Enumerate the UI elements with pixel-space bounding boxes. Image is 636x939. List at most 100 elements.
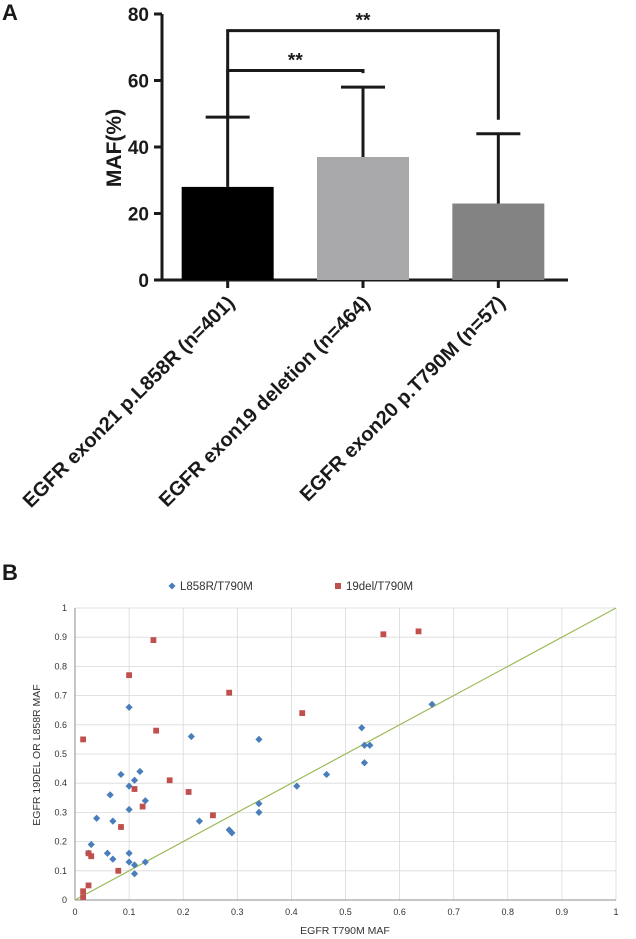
bar-chart-y-axis-label: MAF(%) bbox=[103, 109, 126, 187]
scatter-point-diamond bbox=[187, 732, 195, 741]
scatter-point-square bbox=[85, 882, 92, 889]
scatter-point-diamond bbox=[109, 855, 117, 863]
scatter-point-diamond bbox=[130, 870, 139, 878]
panel-b-label: B bbox=[2, 560, 18, 585]
scatter-point-square bbox=[299, 710, 306, 717]
scatter-point-diamond bbox=[195, 817, 204, 825]
scatter-y-tick-label: 0.1 bbox=[54, 866, 67, 876]
bar bbox=[181, 186, 274, 280]
bar-chart-y-tick-label: 80 bbox=[128, 5, 149, 26]
scatter-point-square bbox=[153, 727, 160, 734]
scatter-y-tick-label: 0.9 bbox=[54, 632, 67, 642]
scatter-x-tick-label: 0.4 bbox=[285, 907, 298, 917]
scatter-x-tick-label: 0.8 bbox=[502, 907, 515, 917]
scatter-point-square bbox=[88, 853, 95, 860]
scatter-point-diamond bbox=[106, 791, 114, 799]
scatter-point-diamond bbox=[125, 703, 133, 711]
scatter-point-square bbox=[80, 894, 87, 900]
scatter-point-square bbox=[139, 803, 146, 810]
scatter-y-tick-label: 0 bbox=[62, 895, 67, 905]
scatter-point-diamond bbox=[136, 767, 144, 776]
scatter-x-tick-label: 0.1 bbox=[123, 907, 136, 917]
significance-label: ** bbox=[356, 11, 371, 32]
scatter-x-tick-label: 0.7 bbox=[447, 907, 460, 917]
scatter-x-tick-label: 0.6 bbox=[393, 907, 406, 917]
scatter-point-diamond bbox=[255, 800, 263, 808]
scatter-point-square bbox=[150, 637, 157, 644]
scatter-point-square bbox=[226, 689, 233, 696]
legend-marker-diamond bbox=[168, 582, 176, 590]
scatter-point-diamond bbox=[93, 814, 101, 822]
scatter-point-square bbox=[80, 888, 87, 895]
scatter-point-diamond bbox=[141, 797, 149, 805]
scatter-point-diamond bbox=[130, 776, 139, 784]
scatter-point-square bbox=[118, 824, 124, 830]
scatter-y-tick-label: 0.4 bbox=[54, 778, 67, 788]
scatter-point-square bbox=[126, 672, 132, 679]
scatter-point-diamond bbox=[125, 805, 133, 814]
scatter-point-diamond bbox=[255, 808, 263, 816]
scatter-x-tick-label: 0.9 bbox=[556, 907, 569, 917]
scatter-x-tick-label: 1 bbox=[613, 907, 618, 917]
scatter-y-tick-label: 0.7 bbox=[54, 691, 67, 701]
scatter-point-square bbox=[210, 812, 216, 819]
scatter-y-tick-label: 0.2 bbox=[54, 837, 67, 847]
scatter-point-diamond bbox=[322, 770, 331, 779]
panel-a-label: A bbox=[2, 0, 18, 25]
scatter-point-square bbox=[115, 867, 122, 874]
bar-category-label: EGFR exon21 p.L858R (n=401) bbox=[19, 292, 239, 512]
bar bbox=[452, 203, 545, 280]
scatter-x-tick-label: 0.3 bbox=[231, 907, 244, 917]
scatter-chart-maf: EGFR T790M MAF EGFR 19DEL OR L858R MAF 0… bbox=[31, 581, 619, 937]
scatter-point-diamond bbox=[255, 735, 263, 743]
scatter-point-diamond bbox=[293, 782, 301, 790]
scatter-point-diamond bbox=[225, 826, 233, 834]
bar-chart-maf: MAF(%) 0 20 40 60 80 EGFR exon21 p.L858R (n=4… bbox=[19, 5, 568, 512]
scatter-point-diamond bbox=[358, 724, 366, 732]
scatter-y-tick-label: 0.8 bbox=[54, 661, 67, 671]
scatter-point-diamond bbox=[87, 840, 95, 849]
bar-category-label: EGFR exon19 deletion (n=464) bbox=[155, 292, 375, 512]
scatter-point-diamond bbox=[103, 849, 112, 857]
bar-chart-y-tick-label: 40 bbox=[128, 138, 149, 159]
scatter-point-diamond bbox=[130, 861, 139, 869]
scatter-x-axis-label: EGFR T790M MAF bbox=[300, 925, 390, 937]
significance-label: ** bbox=[288, 51, 303, 72]
scatter-x-tick-label: 0 bbox=[72, 907, 77, 917]
scatter-reference-line bbox=[74, 607, 617, 901]
scatter-point-diamond bbox=[360, 741, 369, 749]
scatter-point-square bbox=[85, 850, 92, 857]
scatter-point-square bbox=[80, 736, 87, 743]
scatter-y-axis-label: EGFR 19DEL OR L858R MAF bbox=[31, 684, 43, 825]
bar-chart-y-tick-label: 60 bbox=[128, 72, 149, 93]
bar bbox=[317, 156, 409, 280]
scatter-point-diamond bbox=[125, 782, 133, 790]
scatter-point-square bbox=[380, 631, 387, 638]
legend-marker-square bbox=[335, 583, 341, 589]
scatter-point-diamond bbox=[228, 829, 236, 837]
scatter-y-tick-label: 1 bbox=[62, 603, 67, 613]
scatter-point-square bbox=[131, 786, 138, 792]
scatter-x-tick-label: 0.2 bbox=[177, 907, 190, 917]
scatter-point-diamond bbox=[141, 858, 149, 866]
legend-label: L858R/T790M bbox=[180, 581, 253, 593]
scatter-y-tick-label: 0.3 bbox=[54, 807, 67, 817]
scatter-point-square bbox=[166, 777, 173, 784]
bar-chart-y-tick-label: 20 bbox=[128, 205, 149, 226]
scatter-x-tick-label: 0.5 bbox=[339, 907, 352, 917]
scatter-y-tick-label: 0.6 bbox=[54, 720, 67, 730]
scatter-point-diamond bbox=[117, 770, 125, 779]
significance-bracket bbox=[226, 29, 500, 120]
scatter-y-tick-label: 0.5 bbox=[54, 749, 67, 759]
scatter-point-diamond bbox=[360, 759, 369, 767]
scatter-point-diamond bbox=[109, 817, 117, 825]
scatter-point-square bbox=[415, 628, 422, 635]
scatter-point-diamond bbox=[125, 858, 133, 866]
scatter-point-diamond bbox=[366, 741, 374, 749]
scatter-point-diamond bbox=[125, 849, 133, 857]
scatter-point-diamond bbox=[428, 700, 436, 708]
legend-label: 19del/T790M bbox=[346, 581, 413, 593]
bar-chart-y-tick-label: 0 bbox=[138, 271, 149, 292]
significance-bracket bbox=[226, 69, 365, 118]
